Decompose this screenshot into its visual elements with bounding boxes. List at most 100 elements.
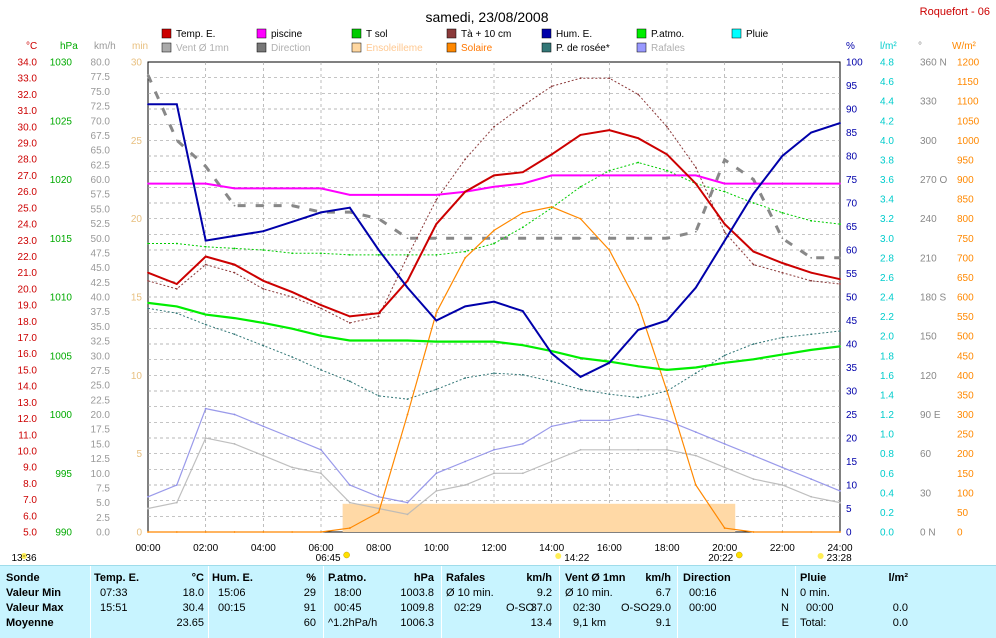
legend-swatch[interactable] (541, 28, 552, 39)
data-point (637, 237, 640, 240)
legend-swatch[interactable] (351, 42, 362, 53)
data-point (377, 315, 380, 318)
data-point (464, 158, 467, 161)
legend-label[interactable]: piscine (271, 29, 303, 40)
axis-unit-label: W/m² (952, 41, 977, 52)
axis-tick-label: 20 (846, 434, 858, 445)
legend-label[interactable]: Rafales (651, 43, 685, 54)
axis-tick-label: 5 (846, 504, 852, 515)
data-point (550, 425, 553, 428)
data-point (810, 279, 813, 282)
legend-swatch[interactable] (256, 28, 267, 39)
axis-unit-label: hPa (60, 41, 78, 52)
data-point (175, 531, 178, 533)
vent-title: Vent Ø 1mn (565, 572, 626, 584)
data-point (666, 125, 668, 128)
axis-tick-label: 600 (957, 293, 974, 304)
axis-tick-label: 30 (131, 58, 143, 69)
sunset-marker: 20:22 (708, 551, 743, 564)
data-point (608, 419, 611, 422)
axis-tick-label: 450 (957, 351, 974, 362)
legend-swatch[interactable] (161, 42, 172, 53)
data-point (637, 93, 640, 96)
axis-tick-label: 90 (846, 105, 858, 116)
axis-tick-label: 0.8 (880, 449, 894, 460)
legend-label[interactable]: P.atmo. (651, 29, 684, 40)
data-point (521, 182, 524, 185)
data-point (291, 327, 294, 330)
legend-swatch[interactable] (636, 28, 647, 39)
data-point (723, 190, 726, 193)
legend-swatch[interactable] (446, 42, 457, 53)
legend-label[interactable]: Direction (271, 43, 310, 54)
axis-tick-label: 42.5 (91, 278, 111, 289)
legend-label[interactable]: Temp. E. (176, 29, 215, 40)
legend-label[interactable]: Hum. E. (556, 29, 592, 40)
legend-swatch[interactable] (161, 28, 172, 39)
data-point (723, 354, 726, 357)
axis-tick-label: 1.4 (880, 390, 894, 401)
axis-tick-label: 55.0 (91, 204, 111, 215)
data-point (637, 174, 640, 177)
time-tick-label: 22:00 (770, 543, 795, 554)
data-point (579, 357, 582, 359)
data-point (810, 256, 813, 259)
legend-swatch[interactable] (731, 28, 742, 39)
data-point (348, 527, 351, 529)
patmo-min-time: 18:00 (334, 587, 362, 599)
data-point (175, 287, 178, 290)
legend-label[interactable]: T sol (366, 29, 388, 40)
data-point (839, 489, 841, 492)
axis-tick-label: 4.2 (880, 116, 894, 127)
data-point (839, 345, 841, 348)
stats-col-vent: Vent Ø 1mn km/h Ø 10 min. 6.7 02:30 O-SO 29.… (565, 566, 671, 638)
legend-label[interactable]: Ensoleilleme (366, 43, 423, 54)
axis-tick-label: 950 (957, 155, 974, 166)
axis-tick-label: 100 (846, 58, 863, 69)
data-point (320, 252, 322, 255)
legend-label[interactable]: Tà + 10 cm (461, 29, 511, 40)
data-point (810, 131, 813, 134)
data-point (839, 223, 841, 225)
data-point (233, 247, 236, 250)
legend-label[interactable]: Solaire (461, 43, 493, 54)
data-point (521, 226, 524, 229)
vent-max-dir: O-SO (621, 602, 650, 614)
axis-tick-label: 50.0 (91, 234, 111, 245)
marker-time: 14:22 (564, 553, 589, 564)
vent-max-value: 29.0 (649, 602, 671, 614)
data-point (839, 330, 841, 332)
axis-tick-label: 45 (846, 316, 858, 327)
axis-tick-label: 7.5 (96, 483, 110, 494)
legend-swatch[interactable] (446, 28, 457, 39)
axis-tick-label: 240 (920, 214, 937, 225)
legend-swatch[interactable] (256, 42, 267, 53)
legend-label[interactable]: P. de rosée* (556, 43, 610, 54)
data-point (435, 311, 438, 314)
legend-swatch[interactable] (541, 42, 552, 53)
vent-max-time: 02:30 (573, 602, 601, 614)
ensoleillement-bar (342, 503, 736, 532)
data-point (781, 484, 784, 486)
axis-tick-label: 550 (957, 312, 974, 323)
axis-tick-label: 30.0 (18, 122, 38, 133)
legend-label[interactable]: Pluie (746, 29, 769, 40)
axis-tick-label: 22.0 (18, 252, 38, 263)
axis-tick-label: 2.5 (96, 513, 110, 524)
axis-tick-label: 1020 (50, 175, 73, 186)
row-label-min: Valeur Min (6, 587, 62, 599)
data-point (348, 315, 351, 318)
station-name: Roquefort - 06 (920, 6, 990, 18)
data-point (810, 271, 813, 274)
data-point (377, 193, 380, 196)
axis-tick-label: 4.4 (880, 97, 894, 108)
legend-swatch[interactable] (636, 42, 647, 53)
data-point (262, 454, 265, 457)
data-point (233, 204, 236, 207)
data-point (694, 454, 697, 457)
axis-tick-label: 45.0 (91, 263, 111, 274)
axis-tick-label: 3.4 (880, 195, 894, 206)
axis-tick-label: 330 (920, 97, 937, 108)
legend-label[interactable]: Vent Ø 1mn (176, 43, 229, 54)
legend-swatch[interactable] (351, 28, 362, 39)
